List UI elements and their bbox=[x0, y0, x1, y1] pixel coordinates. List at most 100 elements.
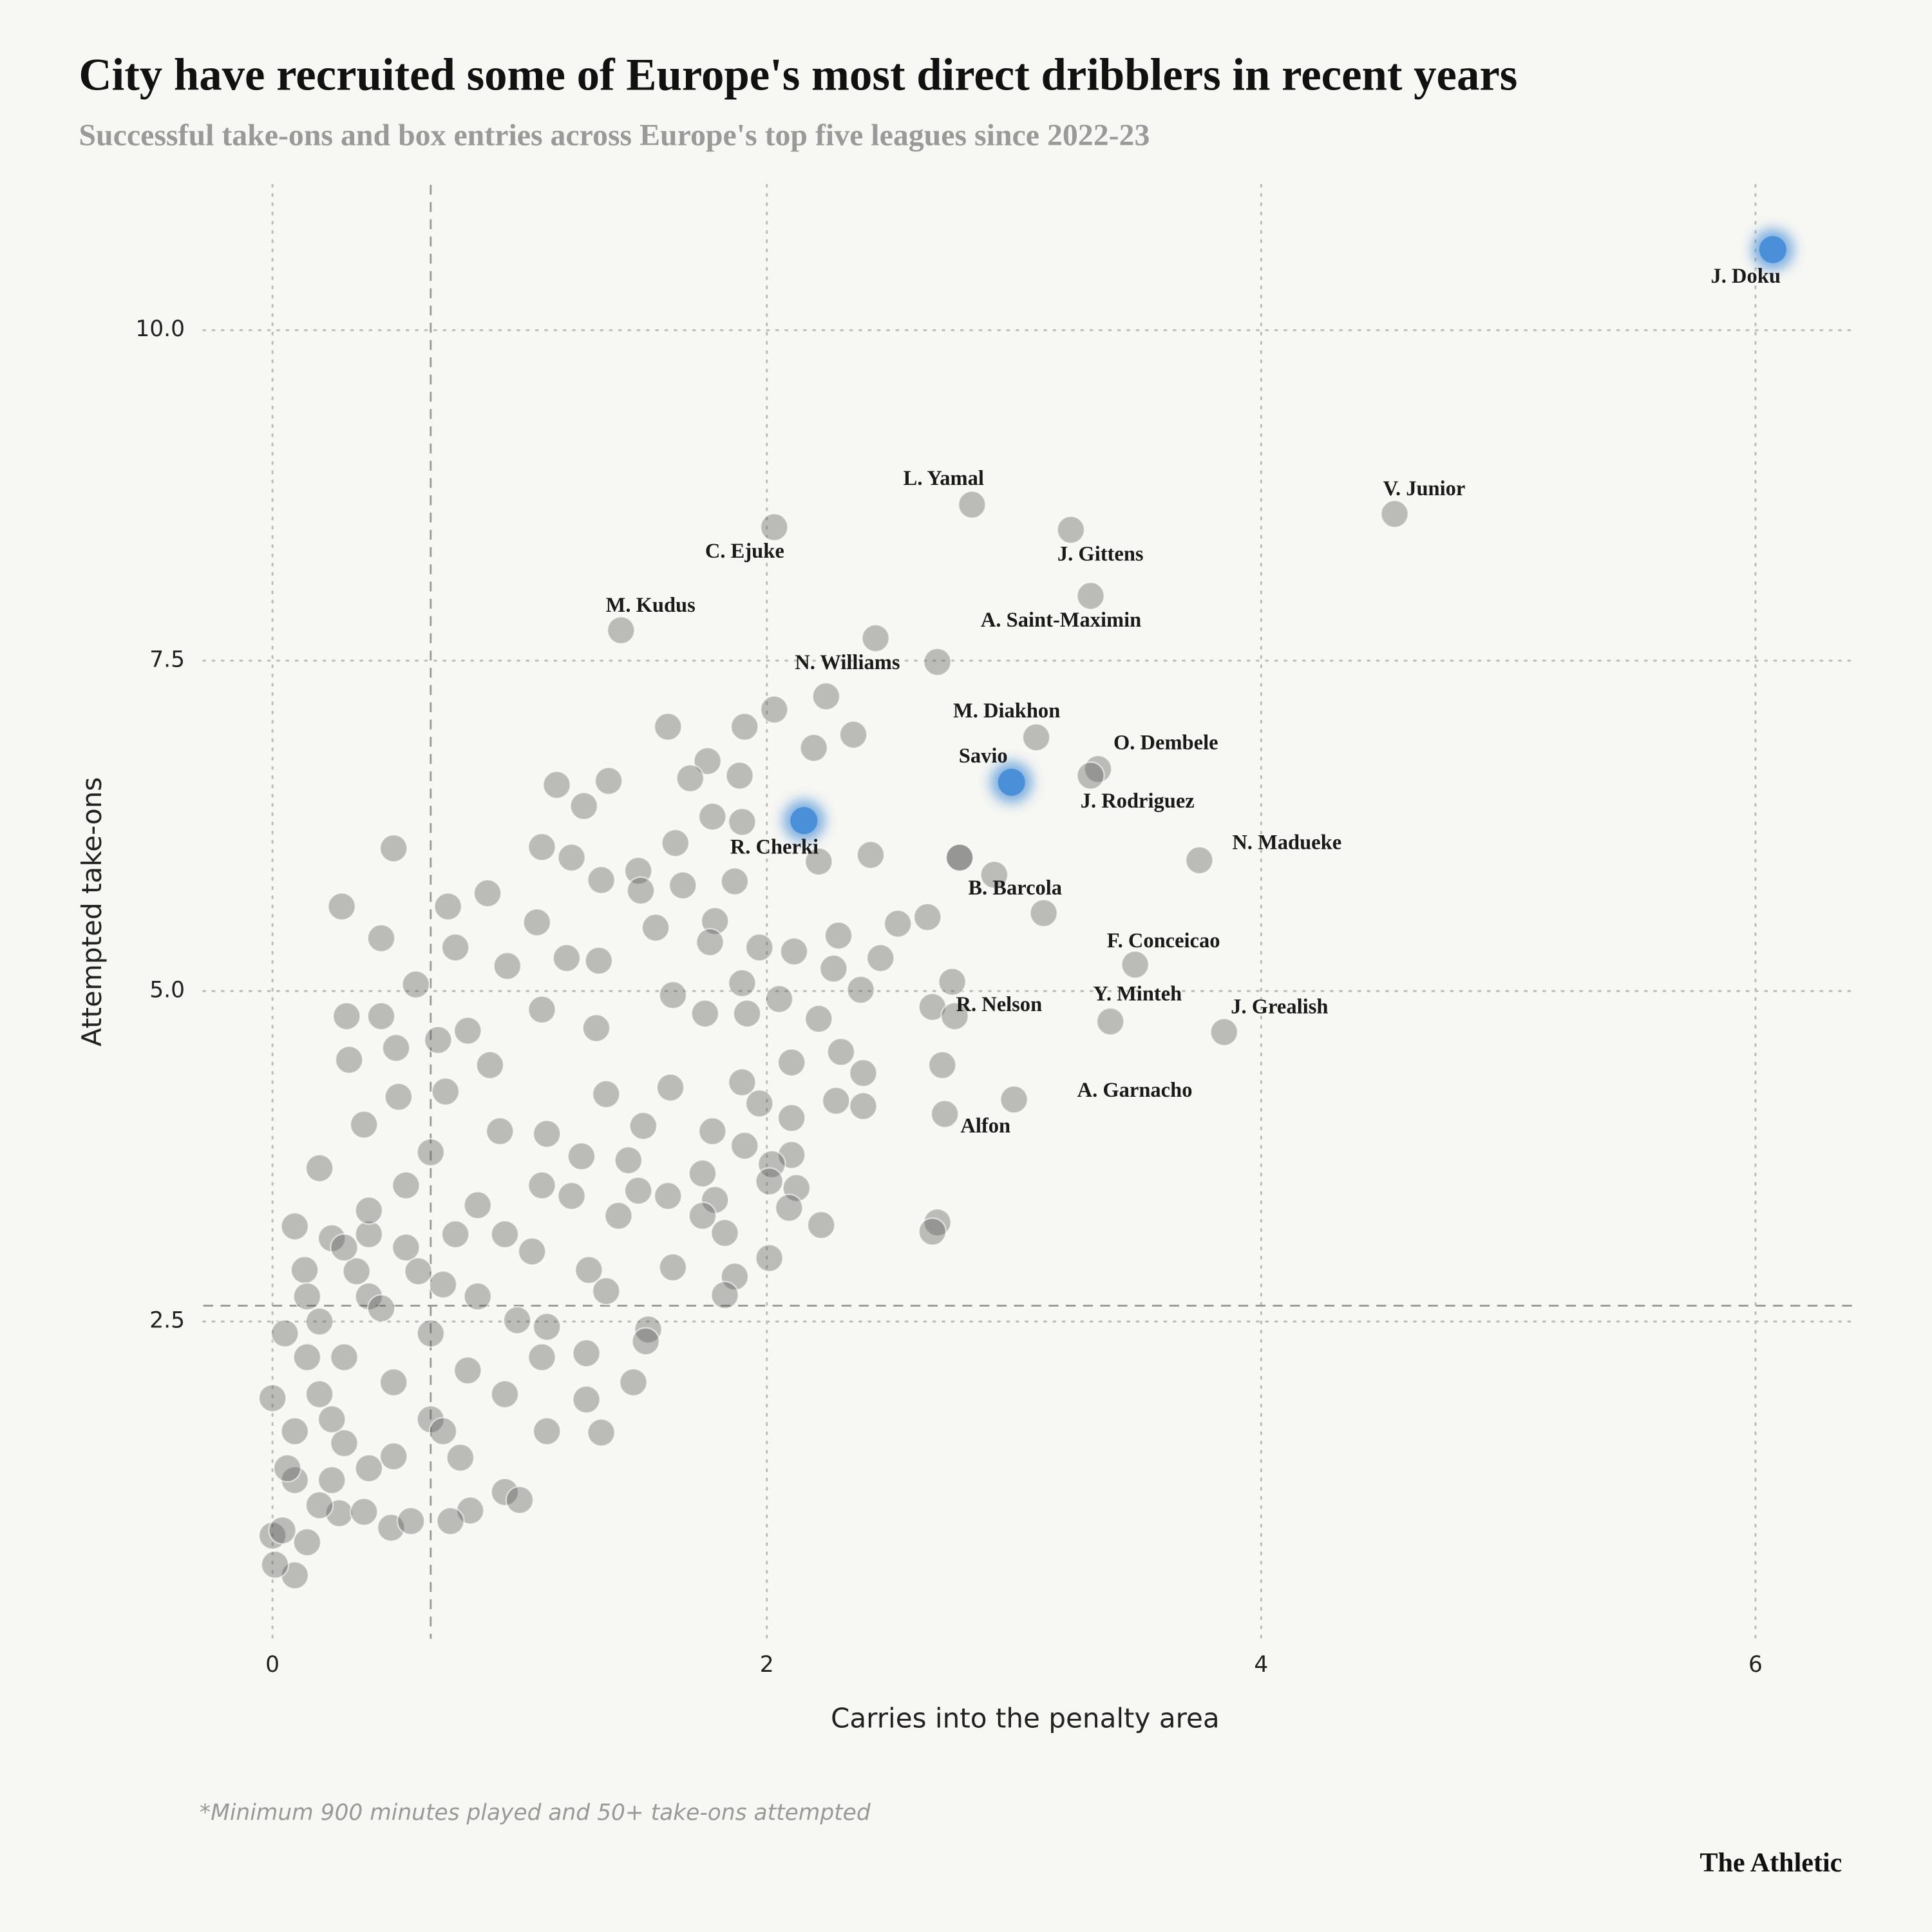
point bbox=[505, 1485, 535, 1515]
point bbox=[392, 1171, 421, 1200]
point bbox=[661, 828, 690, 858]
point bbox=[453, 1356, 482, 1385]
point bbox=[522, 908, 552, 937]
x-axis-title: Carries into the penalty area bbox=[831, 1702, 1220, 1734]
point bbox=[354, 1220, 384, 1249]
point-label: V. Junior bbox=[1383, 477, 1466, 500]
point bbox=[764, 985, 794, 1014]
point bbox=[690, 999, 719, 1028]
point bbox=[1209, 1018, 1238, 1046]
point bbox=[999, 1085, 1028, 1114]
point bbox=[473, 878, 502, 908]
point bbox=[676, 764, 705, 793]
point bbox=[700, 906, 730, 936]
point bbox=[527, 833, 556, 862]
point bbox=[475, 1050, 505, 1080]
point bbox=[777, 1103, 806, 1133]
labels: L. Yamal V. Junior C. Ejuke J. Gittens A. Sa… bbox=[606, 265, 1781, 1137]
point bbox=[824, 921, 853, 950]
point bbox=[366, 923, 396, 953]
point bbox=[654, 712, 683, 741]
point-label: A. Saint-Maximin bbox=[981, 609, 1141, 632]
point bbox=[305, 1307, 334, 1336]
point bbox=[330, 1428, 359, 1458]
point bbox=[527, 1343, 556, 1372]
point bbox=[861, 623, 890, 653]
source: The Athletic bbox=[1700, 1848, 1842, 1878]
point bbox=[779, 937, 809, 966]
point bbox=[799, 734, 828, 762]
point bbox=[760, 695, 789, 724]
point bbox=[424, 1025, 453, 1055]
point bbox=[826, 1037, 856, 1066]
point bbox=[918, 1217, 947, 1246]
point bbox=[930, 1099, 960, 1129]
point bbox=[626, 876, 656, 905]
point bbox=[945, 843, 974, 872]
y-tick-label: 2.5 bbox=[149, 1308, 185, 1334]
point bbox=[728, 969, 757, 998]
point bbox=[493, 951, 522, 981]
point-label: N. Williams bbox=[795, 651, 900, 674]
point bbox=[804, 847, 833, 876]
point bbox=[587, 866, 616, 895]
point bbox=[804, 1004, 833, 1034]
point bbox=[428, 1270, 458, 1299]
point bbox=[631, 1327, 660, 1356]
point bbox=[292, 1528, 322, 1557]
point bbox=[725, 761, 754, 790]
point bbox=[379, 834, 408, 863]
point bbox=[384, 1082, 413, 1112]
y-tick-label: 5.0 bbox=[149, 977, 185, 1003]
point bbox=[532, 1417, 562, 1446]
point-label: F. Conceicao bbox=[1107, 929, 1220, 952]
point bbox=[317, 1466, 346, 1495]
point bbox=[552, 943, 582, 972]
point bbox=[1021, 723, 1051, 752]
point bbox=[760, 513, 789, 542]
point bbox=[604, 1201, 633, 1231]
point bbox=[720, 1262, 750, 1291]
point-label: C. Ejuke bbox=[705, 540, 784, 563]
footnote: *Minimum 900 minutes played and 50+ take… bbox=[200, 1800, 871, 1826]
point bbox=[866, 943, 895, 972]
point bbox=[923, 647, 952, 677]
point bbox=[366, 1294, 396, 1323]
point bbox=[1380, 499, 1409, 529]
point bbox=[641, 913, 670, 942]
point bbox=[614, 1146, 643, 1175]
point bbox=[392, 1233, 421, 1262]
point bbox=[849, 1059, 878, 1088]
point bbox=[846, 975, 875, 1005]
point bbox=[1121, 950, 1150, 980]
point bbox=[572, 1339, 601, 1368]
point bbox=[1056, 515, 1086, 544]
point bbox=[938, 967, 967, 996]
point bbox=[381, 1034, 411, 1063]
point bbox=[446, 1443, 475, 1472]
point bbox=[572, 1385, 601, 1414]
point bbox=[532, 1312, 562, 1341]
point bbox=[280, 1212, 309, 1241]
point bbox=[698, 1117, 727, 1146]
point bbox=[619, 1368, 648, 1397]
point bbox=[755, 1167, 784, 1196]
chart-title: City have recruited some of Europe's mos… bbox=[79, 50, 1517, 100]
point bbox=[532, 1119, 562, 1148]
point bbox=[428, 1417, 458, 1446]
point bbox=[688, 1201, 717, 1231]
point-label: R. Nelson bbox=[956, 993, 1042, 1016]
point bbox=[490, 1477, 520, 1507]
point bbox=[305, 1491, 334, 1520]
point bbox=[453, 1016, 482, 1045]
point bbox=[433, 892, 462, 921]
point bbox=[777, 1048, 806, 1077]
point-label: Savio bbox=[959, 744, 1008, 768]
highlight-point bbox=[790, 807, 818, 835]
point bbox=[354, 1454, 384, 1483]
point bbox=[582, 1014, 611, 1043]
x-tick-label: 0 bbox=[265, 1652, 279, 1678]
point bbox=[416, 1138, 445, 1167]
point bbox=[838, 720, 868, 749]
